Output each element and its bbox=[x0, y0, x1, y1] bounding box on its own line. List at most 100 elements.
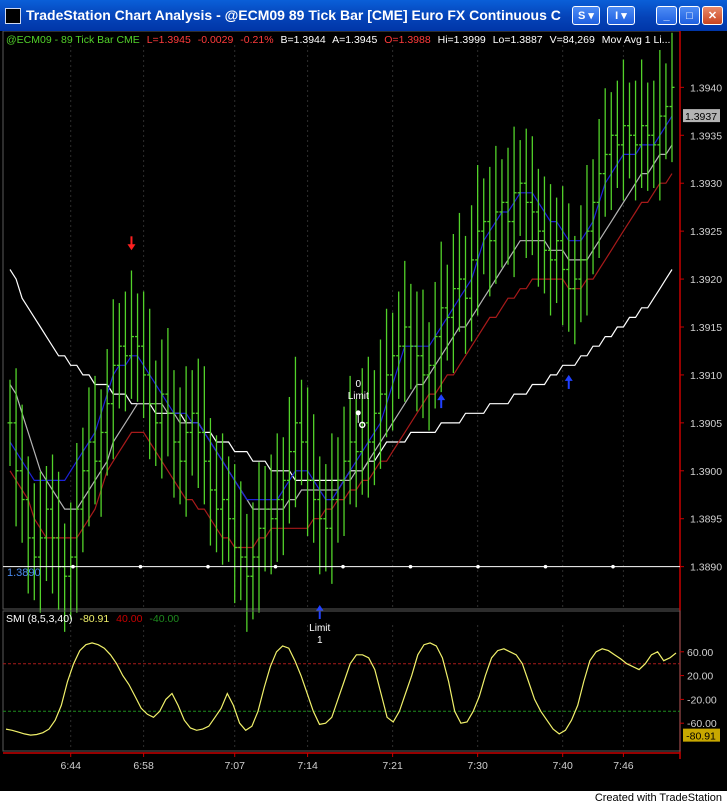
status-line: @ECM09 - 89 Tick Bar CME L=1.3945 -0.002… bbox=[6, 34, 670, 46]
time-axis: 6:44 6:58 7:07 7:14 7:21 7:30 7:40 7:46 bbox=[61, 753, 634, 772]
price-bar bbox=[456, 212, 462, 332]
minimize-button[interactable]: _ bbox=[656, 6, 677, 25]
price-bar bbox=[578, 205, 584, 323]
price-bar bbox=[517, 140, 523, 236]
price-bar bbox=[317, 456, 323, 575]
symbol-menu-button[interactable]: S ▾ bbox=[572, 6, 600, 25]
insert-menu-button[interactable]: I ▾ bbox=[607, 6, 635, 25]
price-axis: 1.3940 1.3935 1.3930 1.3925 1.3920 1.3915 1.39… bbox=[680, 82, 722, 574]
ma-red-line bbox=[9, 173, 673, 549]
order-sublabel: Limit bbox=[348, 391, 369, 402]
window-titlebar: TradeStation Chart Analysis - @ECM09 89 … bbox=[0, 0, 727, 31]
time-tick-label: 7:07 bbox=[224, 760, 245, 772]
price-bar bbox=[669, 32, 675, 163]
price-tick-label: 1.3935 bbox=[690, 130, 722, 142]
time-tick-label: 6:58 bbox=[133, 760, 154, 772]
status-percent: -0.21% bbox=[240, 34, 273, 46]
close-button[interactable]: ✕ bbox=[702, 6, 723, 25]
price-bar bbox=[31, 483, 37, 601]
price-bar bbox=[232, 464, 238, 604]
price-bar bbox=[541, 176, 547, 294]
price-bar bbox=[220, 433, 226, 565]
status-last: L=1.3945 bbox=[147, 34, 191, 46]
price-bar bbox=[408, 283, 414, 390]
limit-line bbox=[3, 564, 680, 569]
status-ask: A=1.3945 bbox=[332, 34, 377, 46]
price-bar bbox=[572, 235, 578, 345]
smi-tick-label: 20.00 bbox=[687, 671, 713, 683]
price-bar bbox=[43, 466, 49, 582]
price-bar bbox=[98, 389, 104, 517]
price-bar bbox=[299, 379, 305, 486]
status-symbol: @ECM09 - 89 Tick Bar CME bbox=[6, 34, 140, 46]
limit-dot bbox=[341, 564, 345, 569]
price-bar bbox=[80, 427, 86, 553]
smi-upper: 40.00 bbox=[116, 613, 142, 625]
price-bar bbox=[92, 375, 98, 505]
signal-sublabel: 1 bbox=[317, 635, 323, 646]
price-bar bbox=[493, 145, 499, 284]
price-bar bbox=[396, 291, 402, 399]
smi-value: -80.91 bbox=[79, 613, 109, 625]
time-tick-label: 7:30 bbox=[467, 760, 488, 772]
status-study: Mov Avg 1 Li... bbox=[602, 34, 671, 46]
price-bar bbox=[602, 88, 608, 217]
price-bar bbox=[469, 205, 475, 342]
price-bar bbox=[74, 442, 80, 613]
price-bar bbox=[274, 433, 280, 562]
price-bar bbox=[639, 59, 645, 188]
price-bar bbox=[86, 387, 92, 527]
price-bar bbox=[590, 159, 596, 275]
price-bar bbox=[280, 437, 286, 556]
ma-white-line bbox=[9, 269, 673, 481]
price-bar bbox=[347, 375, 353, 505]
price-bar bbox=[584, 164, 590, 316]
limit-dot bbox=[408, 564, 413, 569]
price-bar bbox=[323, 464, 329, 572]
status-volume: V=84,269 bbox=[550, 34, 595, 46]
price-bar bbox=[122, 291, 128, 412]
price-bar bbox=[566, 203, 572, 332]
price-grid bbox=[70, 45, 624, 609]
price-bar bbox=[420, 289, 426, 419]
limit-dot bbox=[611, 564, 615, 569]
price-bar bbox=[244, 513, 250, 632]
price-chart[interactable]: @ECM09 - 89 Tick Bar CME L=1.3945 -0.002… bbox=[0, 31, 727, 791]
price-bar bbox=[620, 59, 626, 201]
price-bar bbox=[159, 339, 165, 479]
price-bar bbox=[171, 370, 177, 498]
maximize-button[interactable]: □ bbox=[679, 6, 700, 25]
smi-series-line bbox=[5, 642, 677, 736]
price-bar bbox=[135, 293, 141, 402]
price-bar bbox=[25, 456, 31, 594]
price-bar bbox=[147, 308, 153, 460]
price-bar bbox=[481, 178, 487, 275]
price-tick-label: 1.3900 bbox=[690, 466, 722, 478]
price-bar bbox=[226, 456, 232, 562]
price-bar bbox=[286, 396, 292, 524]
price-bar bbox=[207, 418, 213, 546]
limit-dot bbox=[476, 564, 480, 569]
sell-arrow bbox=[127, 236, 136, 251]
smi-current-label: -80.91 bbox=[686, 731, 716, 743]
status-open: O=1.3988 bbox=[384, 34, 431, 46]
price-bar bbox=[116, 303, 122, 409]
smi-current-marker: -80.91 bbox=[683, 728, 720, 743]
smi-title: SMI (8,5,3,40) bbox=[6, 613, 73, 625]
status-bid: B=1.3944 bbox=[280, 34, 325, 46]
price-bar bbox=[292, 356, 298, 508]
price-bar bbox=[377, 339, 383, 469]
price-bar bbox=[110, 299, 116, 460]
signal-label: Limit bbox=[309, 623, 330, 634]
price-bar bbox=[475, 164, 481, 316]
price-bar bbox=[371, 370, 377, 486]
ma-gray-line bbox=[9, 144, 673, 510]
price-bar bbox=[165, 327, 171, 457]
limit-dot bbox=[206, 564, 210, 569]
price-bar bbox=[560, 186, 566, 326]
price-tick-label: 1.3915 bbox=[690, 322, 722, 334]
price-bar bbox=[554, 197, 560, 304]
price-bar bbox=[614, 80, 620, 188]
price-bar bbox=[523, 128, 529, 258]
price-bar bbox=[438, 241, 444, 393]
